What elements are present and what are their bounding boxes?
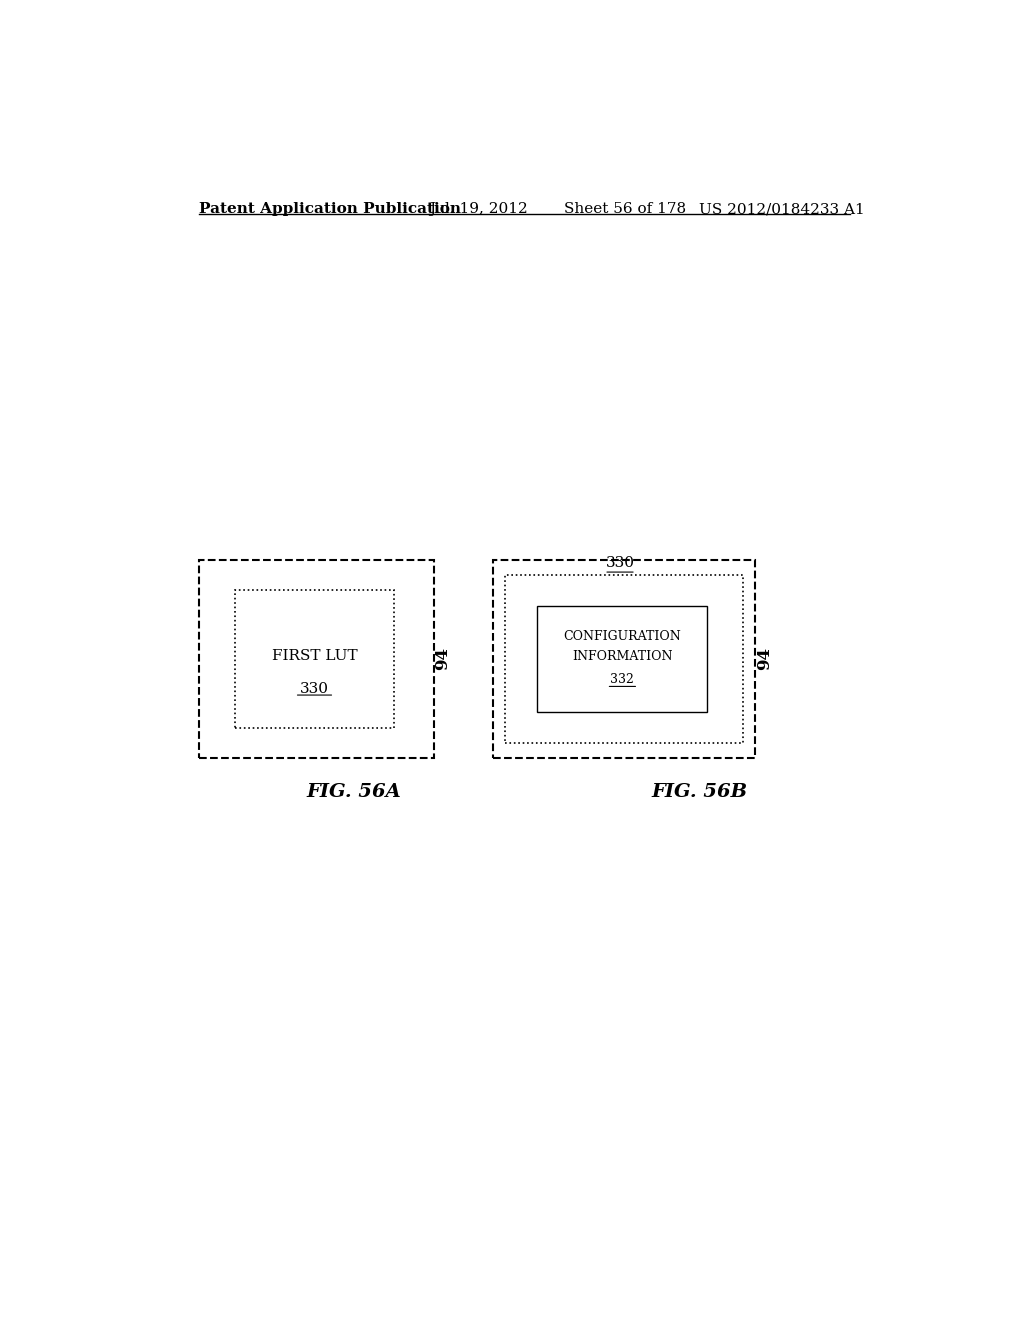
Text: FIRST LUT: FIRST LUT bbox=[271, 649, 357, 664]
Bar bbox=[494, 560, 755, 758]
Text: 94: 94 bbox=[756, 648, 773, 671]
Text: FIG. 56A: FIG. 56A bbox=[307, 784, 401, 801]
Bar bbox=[537, 606, 708, 713]
Text: US 2012/0184233 A1: US 2012/0184233 A1 bbox=[699, 202, 865, 216]
Text: FIG. 56B: FIG. 56B bbox=[651, 784, 748, 801]
Text: Jul. 19, 2012: Jul. 19, 2012 bbox=[430, 202, 528, 216]
Bar bbox=[200, 560, 433, 758]
Bar bbox=[505, 576, 743, 743]
Bar bbox=[236, 590, 394, 727]
Text: Patent Application Publication: Patent Application Publication bbox=[200, 202, 462, 216]
Text: CONFIGURATION: CONFIGURATION bbox=[563, 630, 681, 643]
Text: 330: 330 bbox=[300, 682, 329, 696]
Text: 332: 332 bbox=[610, 673, 634, 686]
Text: 94: 94 bbox=[434, 648, 452, 671]
Text: Sheet 56 of 178: Sheet 56 of 178 bbox=[564, 202, 687, 216]
Text: 330: 330 bbox=[605, 556, 635, 570]
Text: INFORMATION: INFORMATION bbox=[572, 651, 673, 664]
